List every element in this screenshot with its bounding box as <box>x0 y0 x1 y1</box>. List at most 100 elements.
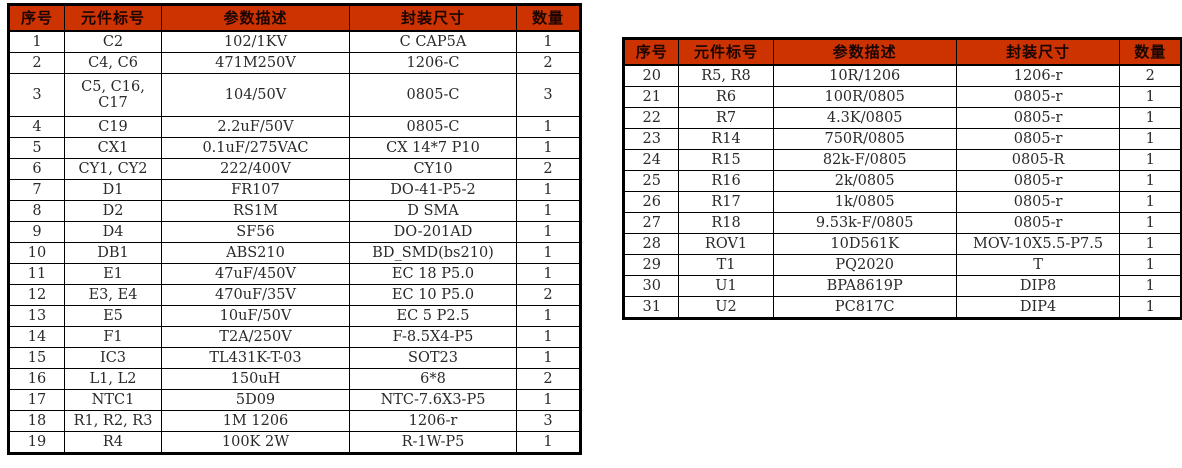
cell-reference: ROV1 <box>678 233 774 255</box>
table-row[interactable]: 7 D1 FR107 DO-41-P5-2 1 <box>8 179 581 201</box>
cell-quantity: 1 <box>516 326 581 348</box>
column-header-package[interactable]: 封装尺寸 <box>955 38 1121 66</box>
table-row[interactable]: 1 C2 102/1KV C CAP5A 1 <box>8 30 581 53</box>
cell-description: 9.53k-F/0805 <box>772 212 957 234</box>
table-header-row: 序号 元件标号 参数描述 封装尺寸 数量 <box>8 4 581 32</box>
cell-package: DO-201AD <box>349 221 517 243</box>
table-row[interactable]: 10 DB1 ABS210 BD_SMD(bs210) 1 <box>8 242 581 264</box>
column-header-quantity[interactable]: 数量 <box>1119 38 1182 66</box>
table-row[interactable]: 29 T1 PQ2020 T 1 <box>623 254 1182 276</box>
cell-package: DIP8 <box>955 275 1121 297</box>
table-row[interactable]: 26 R17 1k/0805 0805-r 1 <box>623 191 1182 213</box>
cell-quantity: 1 <box>516 30 581 53</box>
cell-quantity: 1 <box>1119 107 1182 129</box>
table-row[interactable]: 9 D4 SF56 DO-201AD 1 <box>8 221 581 243</box>
cell-reference: CY1, CY2 <box>64 158 162 180</box>
column-header-quantity[interactable]: 数量 <box>516 4 581 32</box>
table-row[interactable]: 25 R16 2k/0805 0805-r 1 <box>623 170 1182 192</box>
table-row[interactable]: 27 R18 9.53k-F/0805 0805-r 1 <box>623 212 1182 234</box>
cell-package: D SMA <box>349 200 517 222</box>
cell-index: 19 <box>8 431 65 454</box>
cell-index: 16 <box>8 368 65 390</box>
cell-description: SF56 <box>161 221 350 243</box>
bom-left-body: 1 C2 102/1KV C CAP5A 1 2 C4, C6 471M250V 1206-C 2… <box>8 30 581 454</box>
cell-quantity: 1 <box>1119 296 1182 319</box>
cell-quantity: 1 <box>516 431 581 454</box>
cell-description: 82k-F/0805 <box>772 149 957 171</box>
table-row[interactable]: 12 E3, E4 470uF/35V EC 10 P5.0 2 <box>8 284 581 306</box>
cell-index: 10 <box>8 242 65 264</box>
cell-description: 10R/1206 <box>772 64 957 87</box>
table-row[interactable]: 17 NTC1 5D09 NTC-7.6X3-P5 1 <box>8 389 581 411</box>
cell-quantity: 1 <box>1119 254 1182 276</box>
cell-description: BPA8619P <box>772 275 957 297</box>
cell-description: 470uF/35V <box>161 284 350 306</box>
cell-description: FR107 <box>161 179 350 201</box>
table-row[interactable]: 16 L1, L2 150uH 6*8 2 <box>8 368 581 390</box>
cell-package: C CAP5A <box>349 30 517 53</box>
cell-reference: D2 <box>64 200 162 222</box>
cell-index: 5 <box>8 137 65 159</box>
table-row[interactable]: 15 IC3 TL431K-T-03 SOT23 1 <box>8 347 581 369</box>
cell-reference: U2 <box>678 296 774 319</box>
cell-package: CY10 <box>349 158 517 180</box>
cell-description: ABS210 <box>161 242 350 264</box>
table-row[interactable]: 3 C5, C16, C17 104/50V 0805-C 3 <box>8 73 581 117</box>
cell-quantity: 2 <box>516 284 581 306</box>
cell-description: PC817C <box>772 296 957 319</box>
cell-package: EC 18 P5.0 <box>349 263 517 285</box>
table-row[interactable]: 5 CX1 0.1uF/275VAC CX 14*7 P10 1 <box>8 137 581 159</box>
cell-description: 102/1KV <box>161 30 350 53</box>
cell-index: 23 <box>623 128 680 150</box>
column-header-index[interactable]: 序号 <box>8 4 65 32</box>
cell-index: 7 <box>8 179 65 201</box>
table-row[interactable]: 14 F1 T2A/250V F-8.5X4-P5 1 <box>8 326 581 348</box>
cell-index: 22 <box>623 107 680 129</box>
column-header-reference[interactable]: 元件标号 <box>64 4 162 32</box>
cell-reference: C19 <box>64 116 162 138</box>
cell-index: 30 <box>623 275 680 297</box>
table-row[interactable]: 4 C19 2.2uF/50V 0805-C 1 <box>8 116 581 138</box>
cell-reference: E5 <box>64 305 162 327</box>
cell-index: 11 <box>8 263 65 285</box>
cell-reference: R18 <box>678 212 774 234</box>
cell-reference: R6 <box>678 86 774 108</box>
cell-index: 12 <box>8 284 65 306</box>
table-row[interactable]: 11 E1 47uF/450V EC 18 P5.0 1 <box>8 263 581 285</box>
cell-package: SOT23 <box>349 347 517 369</box>
table-row[interactable]: 6 CY1, CY2 222/400V CY10 2 <box>8 158 581 180</box>
column-header-package[interactable]: 封装尺寸 <box>349 4 517 32</box>
cell-quantity: 1 <box>516 389 581 411</box>
table-row[interactable]: 31 U2 PC817C DIP4 1 <box>623 296 1182 319</box>
table-row[interactable]: 21 R6 100R/0805 0805-r 1 <box>623 86 1182 108</box>
cell-quantity: 1 <box>516 179 581 201</box>
cell-reference: DB1 <box>64 242 162 264</box>
table-row[interactable]: 2 C4, C6 471M250V 1206-C 2 <box>8 52 581 74</box>
column-header-description[interactable]: 参数描述 <box>772 38 957 66</box>
cell-package: 0805-R <box>955 149 1121 171</box>
table-row[interactable]: 20 R5, R8 10R/1206 1206-r 2 <box>623 64 1182 87</box>
table-row[interactable]: 24 R15 82k-F/0805 0805-R 1 <box>623 149 1182 171</box>
table-header-row: 序号 元件标号 参数描述 封装尺寸 数量 <box>623 38 1182 66</box>
column-header-description[interactable]: 参数描述 <box>161 4 350 32</box>
cell-index: 4 <box>8 116 65 138</box>
column-header-index[interactable]: 序号 <box>623 38 680 66</box>
cell-index: 15 <box>8 347 65 369</box>
column-header-reference[interactable]: 元件标号 <box>678 38 774 66</box>
cell-index: 28 <box>623 233 680 255</box>
table-row[interactable]: 18 R1, R2, R3 1M 1206 1206-r 3 <box>8 410 581 432</box>
cell-reference: T1 <box>678 254 774 276</box>
table-row[interactable]: 22 R7 4.3K/0805 0805-r 1 <box>623 107 1182 129</box>
table-row[interactable]: 8 D2 RS1M D SMA 1 <box>8 200 581 222</box>
table-row[interactable]: 13 E5 10uF/50V EC 5 P2.5 1 <box>8 305 581 327</box>
table-row[interactable]: 23 R14 750R/0805 0805-r 1 <box>623 128 1182 150</box>
cell-package: MOV-10X5.5-P7.5 <box>955 233 1121 255</box>
table-row[interactable]: 19 R4 100K 2W R-1W-P5 1 <box>8 431 581 454</box>
cell-quantity: 1 <box>516 242 581 264</box>
cell-description: 0.1uF/275VAC <box>161 137 350 159</box>
cell-package: T <box>955 254 1121 276</box>
table-row[interactable]: 30 U1 BPA8619P DIP8 1 <box>623 275 1182 297</box>
table-row[interactable]: 28 ROV1 10D561K MOV-10X5.5-P7.5 1 <box>623 233 1182 255</box>
cell-package: 0805-r <box>955 107 1121 129</box>
